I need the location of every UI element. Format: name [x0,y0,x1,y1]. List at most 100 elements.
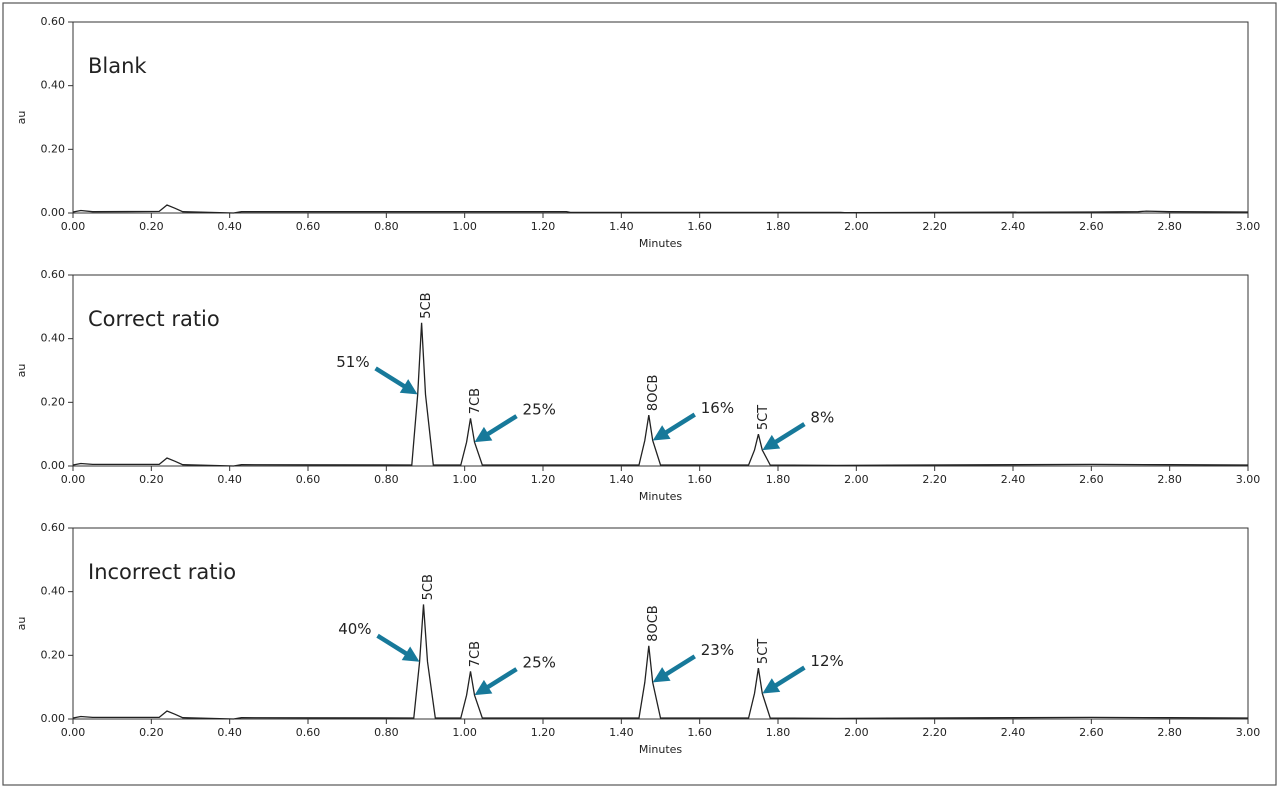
plot-area [72,527,1249,720]
y-axis-label: au [15,617,28,631]
arrow-shaft [661,412,696,437]
x-tick-label: 0.20 [139,473,164,486]
arrow-head [474,679,493,696]
y-tick-label: 0.40 [41,79,66,92]
x-tick-label: 0.60 [296,473,321,486]
y-tick-label: 0.00 [41,459,66,472]
arrow-shaft [771,422,806,446]
x-tick-label: 0.00 [61,220,86,233]
arrow-head [762,678,781,694]
annotation-arrow [652,654,696,683]
x-tick-label: 1.80 [766,473,791,486]
arrow-shaft [376,633,411,658]
x-tick-label: 2.20 [922,726,947,739]
annotation-arrow [474,667,518,696]
x-tick-label: 3.00 [1236,473,1261,486]
x-tick-label: 1.40 [609,726,634,739]
arrow-shaft [661,654,696,679]
y-axis-label: au [15,111,28,125]
x-tick-label: 0.40 [217,473,242,486]
x-axis-label: Minutes [639,237,683,250]
peak-label: 5CT [756,639,771,664]
x-tick-label: 0.40 [217,726,242,739]
x-tick-label: 2.80 [1157,220,1182,233]
x-tick-label: 1.20 [531,726,556,739]
y-tick-label: 0.20 [41,142,66,155]
x-tick-label: 0.20 [139,220,164,233]
annotation-arrow [652,412,696,441]
x-tick-label: 3.00 [1236,220,1261,233]
x-tick-label: 2.60 [1079,220,1104,233]
x-tick-label: 2.40 [1001,473,1026,486]
x-tick-label: 1.60 [687,726,712,739]
arrow-shaft [771,665,806,690]
x-tick-label: 0.80 [374,726,399,739]
peak-label: 5CB [419,292,434,318]
peak-percent: 25% [523,401,556,419]
arrow-head [401,646,420,662]
y-axis-label: au [15,364,28,378]
x-tick-label: 1.40 [609,220,634,233]
peak-percent: 23% [701,641,734,659]
peak-label: 5CB [421,574,436,600]
y-tick-label: 0.60 [41,268,66,281]
x-tick-label: 1.40 [609,473,634,486]
arrow-shaft [483,414,518,439]
x-tick-label: 2.80 [1157,726,1182,739]
panel-title: Correct ratio [88,307,220,331]
arrow-head [399,379,418,395]
peak-label: 7CB [468,641,483,667]
y-tick-label: 0.40 [41,585,66,598]
peak-label: 5CT [756,405,771,430]
x-tick-label: 0.60 [296,220,321,233]
x-tick-label: 0.80 [374,220,399,233]
peak-percent: 12% [810,652,843,670]
x-tick-label: 2.20 [922,220,947,233]
x-tick-label: 2.60 [1079,473,1104,486]
peak-label: 8OCB [646,605,661,642]
x-tick-label: 0.60 [296,726,321,739]
y-tick-label: 0.40 [41,332,66,345]
peak-label: 8OCB [646,375,661,412]
x-tick-label: 2.40 [1001,726,1026,739]
x-axis-label: Minutes [639,490,683,503]
peak-percent: 25% [523,654,556,672]
x-tick-label: 2.00 [844,473,869,486]
x-tick-label: 2.80 [1157,473,1182,486]
x-tick-label: 1.80 [766,220,791,233]
annotation-arrow [376,633,420,662]
x-tick-label: 2.00 [844,220,869,233]
plot-area [72,274,1249,467]
x-tick-label: 1.00 [452,220,477,233]
y-tick-label: 0.20 [41,648,66,661]
x-tick-label: 0.40 [217,220,242,233]
x-tick-label: 1.80 [766,726,791,739]
trace [72,204,1249,214]
arrow-head [474,426,493,443]
trace [72,322,1249,467]
peak-percent: 8% [810,409,834,427]
x-tick-label: 1.00 [452,473,477,486]
annotation-arrow [474,414,518,443]
x-tick-label: 2.20 [922,473,947,486]
y-tick-label: 0.60 [41,521,66,534]
x-tick-label: 0.00 [61,726,86,739]
x-tick-label: 2.00 [844,726,869,739]
peak-percent: 16% [701,399,734,417]
x-tick-label: 2.60 [1079,726,1104,739]
y-tick-label: 0.00 [41,206,66,219]
annotation-arrow [762,665,806,694]
plot-area [72,21,1249,214]
trace [72,604,1249,720]
x-tick-label: 1.00 [452,726,477,739]
x-tick-label: 1.60 [687,220,712,233]
x-tick-label: 3.00 [1236,726,1261,739]
panel-title: Incorrect ratio [88,560,236,584]
annotation-arrow [762,422,806,451]
x-tick-label: 2.40 [1001,220,1026,233]
arrow-head [652,425,671,441]
peak-percent: 40% [338,620,371,638]
panel-title: Blank [88,54,147,78]
x-tick-label: 0.20 [139,726,164,739]
y-tick-label: 0.60 [41,15,66,28]
